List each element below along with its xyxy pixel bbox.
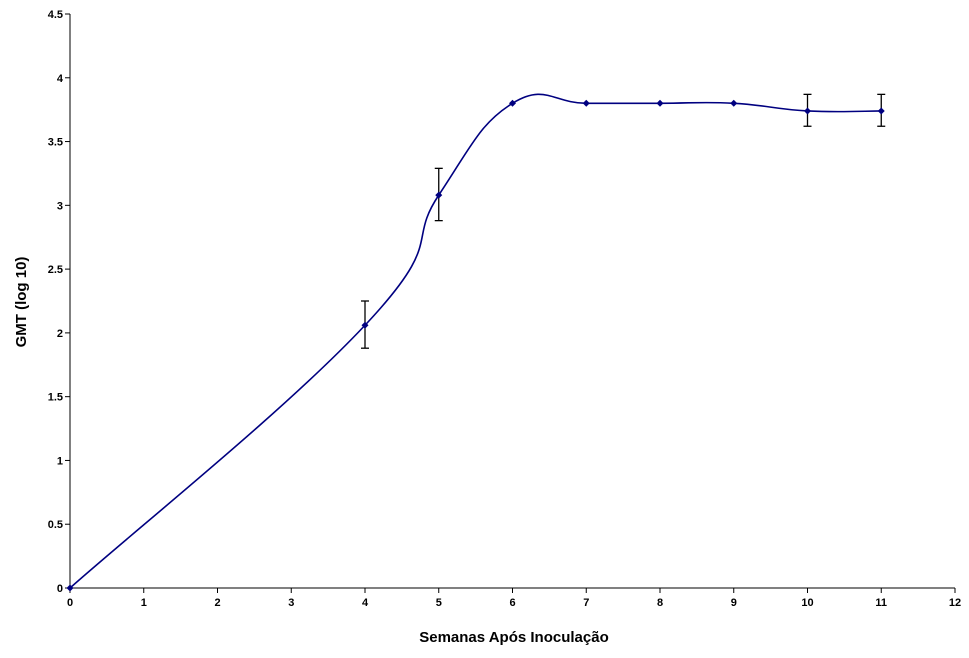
y-tick-label: 2 — [57, 328, 63, 340]
x-tick-label: 11 — [875, 597, 887, 609]
x-tick-label: 5 — [436, 597, 442, 609]
y-tick-label: 2.5 — [48, 264, 63, 276]
data-point — [804, 107, 811, 115]
data-point — [435, 191, 443, 199]
x-tick-label: 2 — [214, 597, 220, 609]
y-tick-label: 0.5 — [48, 519, 63, 531]
x-tick-label: 0 — [67, 597, 73, 609]
series-line — [69, 93, 882, 589]
x-tick-label: 3 — [288, 597, 294, 609]
data-point — [877, 107, 885, 115]
x-tick-label: 1 — [141, 597, 147, 609]
y-axis-title: GMT (log 10) — [13, 257, 30, 348]
chart-series — [66, 93, 886, 592]
x-tick-label: 10 — [801, 597, 813, 609]
y-tick-label: 1.5 — [48, 392, 63, 404]
x-tick-label: 6 — [509, 597, 515, 609]
data-point — [582, 99, 590, 107]
x-tick-label: 4 — [362, 597, 369, 609]
data-point — [656, 99, 664, 107]
y-tick-label: 1 — [57, 455, 63, 467]
data-point — [509, 99, 516, 107]
data-point — [66, 584, 74, 592]
data-point — [730, 99, 738, 107]
x-axis-title: Semanas Após Inoculação — [419, 629, 609, 646]
y-tick-label: 4.5 — [48, 9, 63, 21]
x-tick-label: 7 — [583, 597, 589, 609]
data-point — [361, 321, 369, 329]
x-tick-label: 8 — [657, 597, 663, 609]
x-tick-label: 9 — [731, 597, 737, 609]
x-tick-label: 12 — [949, 597, 961, 609]
y-tick-label: 4 — [57, 73, 64, 85]
y-tick-label: 3.5 — [48, 137, 63, 149]
y-tick-label: 3 — [57, 200, 63, 212]
y-tick-label: 0 — [57, 583, 63, 595]
